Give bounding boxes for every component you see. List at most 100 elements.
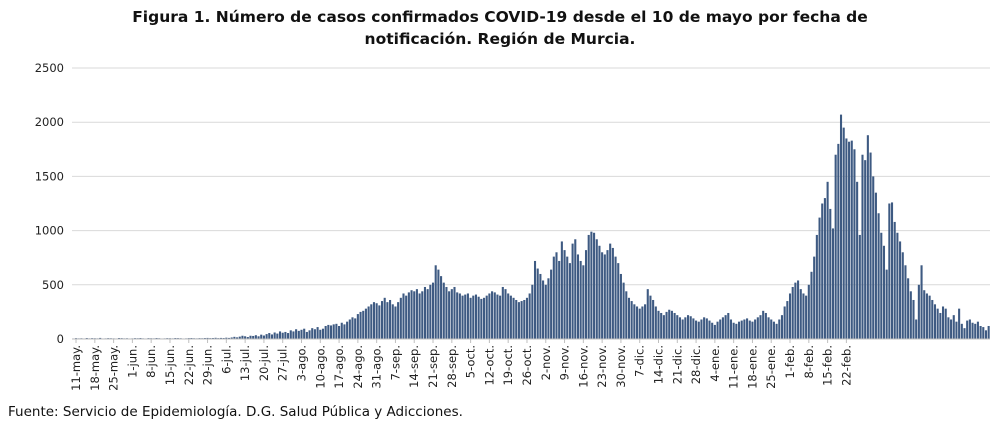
bar [391,304,394,339]
x-tick-label: 15-feb. [821,345,835,386]
bar [206,337,209,339]
bar [590,231,593,339]
bar [915,319,918,339]
x-tick-label: 22-jun. [182,345,196,385]
bar [856,181,859,339]
bar [458,293,461,339]
bar [99,337,102,339]
bar [265,334,268,339]
bar [711,322,714,339]
bar [791,286,794,339]
bar [630,301,633,339]
bar [941,306,945,339]
bar [238,336,241,339]
bar [574,239,577,339]
bar [499,295,502,339]
bar [987,325,990,339]
bar [281,332,284,339]
bar [968,319,971,339]
bar [746,318,749,339]
bar [260,334,263,339]
bar [770,319,773,339]
bar [598,245,601,339]
bar [348,319,351,339]
bar [716,321,719,339]
bar [708,320,711,339]
bar [292,331,295,339]
bar [515,299,518,339]
bar [936,308,939,339]
bar [568,263,571,339]
x-tick-label: 25-may. [107,345,121,391]
x-tick-label: 29-jun. [201,345,215,385]
x-tick-label: 21-sep. [426,345,440,388]
bar [783,306,786,339]
bar [378,305,381,339]
bar [885,269,888,339]
bar [214,337,217,339]
bar [955,321,958,339]
x-tick-label: 21-dic. [670,345,684,384]
bar [619,273,622,339]
bar [606,250,609,339]
bar [576,254,580,339]
bar [692,318,695,339]
bar [724,315,727,339]
x-tick-label: 18-may. [88,345,102,391]
bar [853,149,856,339]
bar [743,319,746,339]
bar [270,334,274,339]
bar [729,319,733,339]
bar [727,312,730,339]
bar [418,293,421,339]
x-tick-label: 9-nov. [558,345,572,380]
x-tick-label: 14-sep. [407,345,421,388]
bar [287,333,290,339]
bar [646,289,649,339]
chart-title-line-1: Figura 1. Número de casos confirmados CO… [132,8,868,26]
bar [735,323,738,339]
bar [931,299,934,339]
x-tick-label: 26-oct. [520,345,534,386]
bar [673,312,676,339]
bar [705,318,708,339]
bar [434,265,437,339]
bar [558,260,561,339]
y-tick-label: 2000 [35,115,64,129]
bar [778,319,781,339]
x-tick-label: 22-feb. [839,345,853,386]
bar [810,271,813,339]
bar [866,135,869,339]
bar [807,284,810,339]
bar [367,306,370,339]
bar [491,291,494,339]
bar [681,319,684,339]
bar [517,302,520,339]
bar [482,297,486,339]
bar [713,324,716,339]
bar [278,331,282,339]
bar [356,314,359,339]
bar [821,203,824,339]
bar [638,308,641,339]
bar [359,311,362,339]
bar [437,269,440,339]
x-tick-label: 18-ene. [745,345,759,389]
bar [818,217,821,339]
bar [678,317,682,339]
bar [772,321,775,339]
bar [660,312,663,339]
bar-chart: 0 500 1000 1500 2000 2500 11-may. 18-may. 25-may… [35,61,990,391]
bar [423,286,427,339]
bar [982,327,985,339]
chart-title: Figura 1. Número de casos confirmados CO… [0,6,1000,50]
bar [823,198,826,339]
bar [582,265,585,339]
bar [622,282,625,339]
bar [509,295,512,339]
bar [958,308,961,339]
x-tick-label: 30-nov. [614,345,628,388]
x-tick-label: 15-jun. [163,345,177,385]
bar [595,239,598,339]
bar [775,323,778,339]
